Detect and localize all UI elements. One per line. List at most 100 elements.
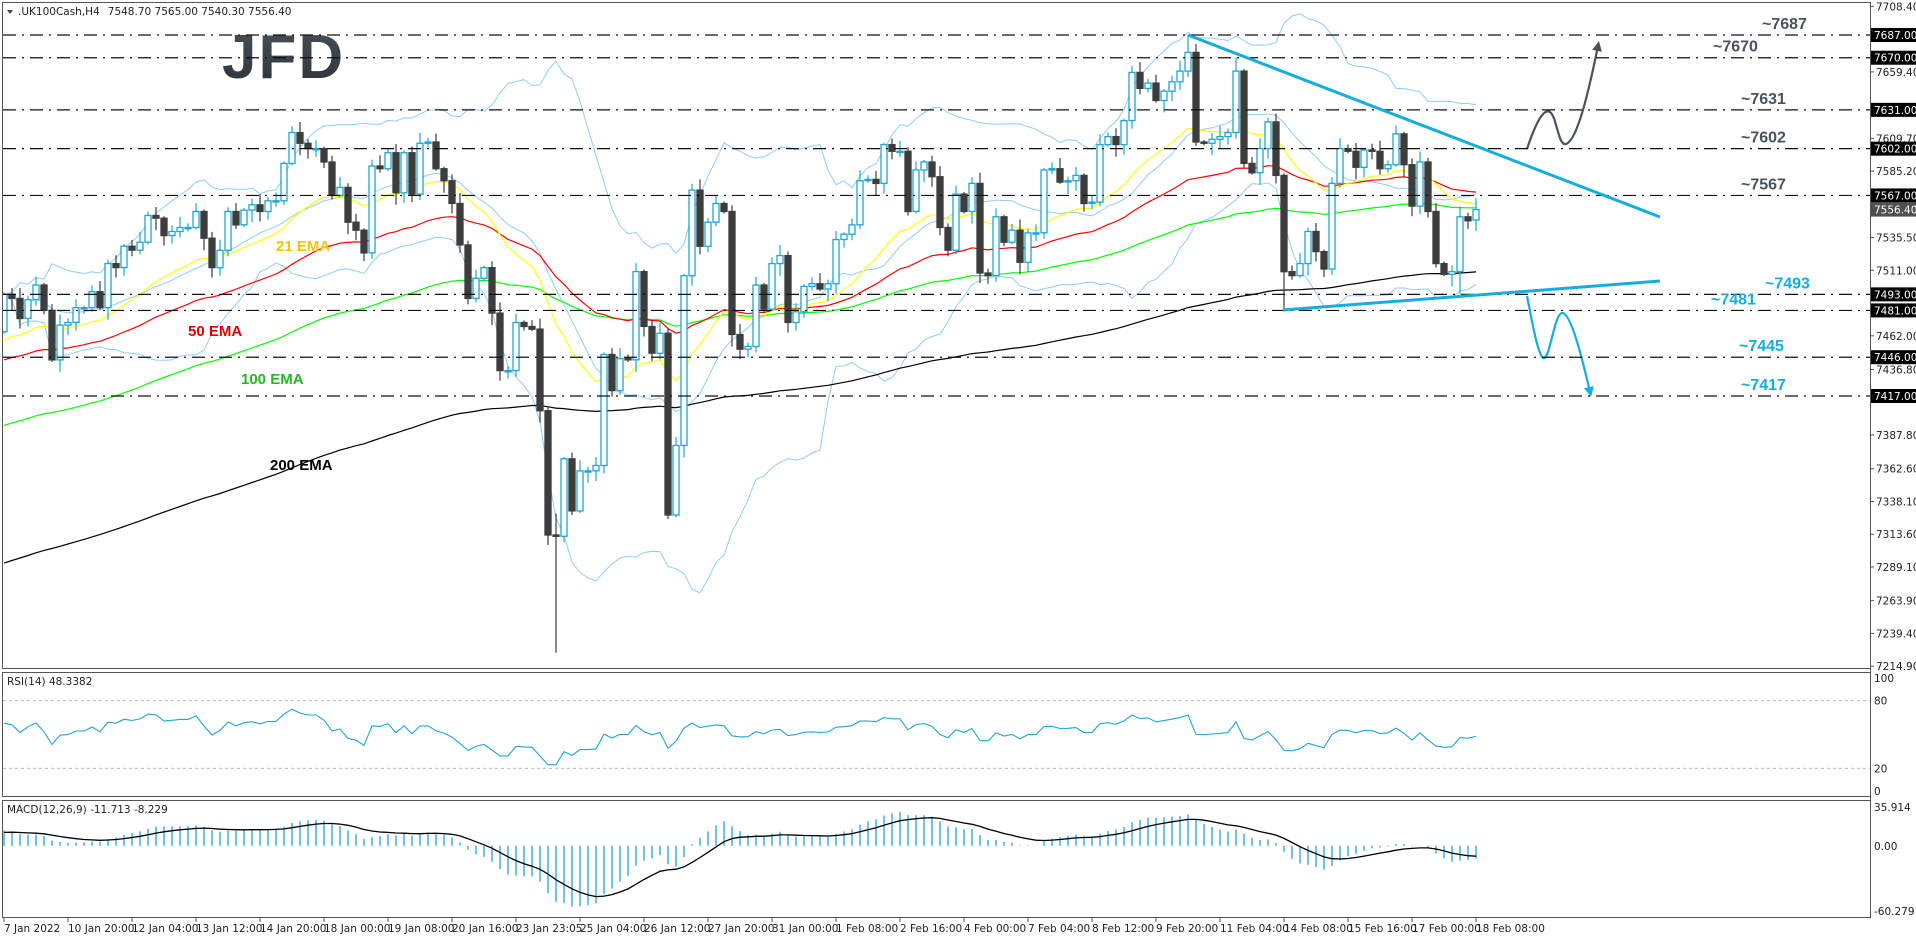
bearish-candle[interactable]: [1440, 261, 1448, 277]
bullish-candle[interactable]: [1184, 35, 1192, 78]
bullish-candle[interactable]: [416, 132, 424, 201]
bullish-candle[interactable]: [616, 348, 624, 395]
bullish-candle[interactable]: [1256, 138, 1264, 185]
bullish-candle[interactable]: [120, 244, 128, 276]
bearish-candle[interactable]: [344, 183, 352, 235]
bearish-candle[interactable]: [1112, 128, 1120, 157]
bullish-candle[interactable]: [808, 277, 816, 291]
bullish-candle[interactable]: [1384, 160, 1392, 173]
bullish-candle[interactable]: [1456, 206, 1464, 295]
bullish-candle[interactable]: [1392, 125, 1400, 167]
bullish-candle[interactable]: [480, 265, 488, 281]
bearish-candle[interactable]: [408, 146, 416, 203]
bullish-candle[interactable]: [72, 299, 80, 331]
bullish-candle[interactable]: [1304, 227, 1312, 276]
bullish-candle[interactable]: [280, 161, 288, 205]
bullish-candle[interactable]: [1040, 168, 1048, 239]
bearish-candle[interactable]: [696, 179, 704, 255]
collapse-triangle-icon[interactable]: [7, 10, 13, 14]
bearish-candle[interactable]: [936, 166, 944, 236]
bullish-candle[interactable]: [752, 276, 760, 353]
macd-panel[interactable]: [2, 800, 1871, 918]
bullish-candle[interactable]: [744, 342, 752, 358]
bullish-candle[interactable]: [192, 203, 200, 230]
bullish-candle[interactable]: [1008, 223, 1016, 245]
bearish-candle[interactable]: [760, 283, 768, 314]
bullish-candle[interactable]: [104, 259, 112, 320]
bearish-candle[interactable]: [1312, 223, 1320, 262]
bullish-candle[interactable]: [1064, 176, 1072, 195]
bullish-candle[interactable]: [704, 218, 712, 253]
bullish-candle[interactable]: [1096, 134, 1104, 207]
bullish-candle[interactable]: [800, 284, 808, 318]
bullish-candle[interactable]: [400, 150, 408, 203]
bearish-candle[interactable]: [528, 320, 536, 332]
bullish-candle[interactable]: [176, 217, 184, 238]
bullish-candle[interactable]: [1104, 132, 1112, 147]
bullish-candle[interactable]: [1472, 198, 1480, 232]
bullish-candle[interactable]: [1032, 224, 1040, 241]
bearish-candle[interactable]: [16, 287, 24, 329]
bearish-candle[interactable]: [904, 147, 912, 216]
bearish-candle[interactable]: [48, 304, 56, 362]
bullish-candle[interactable]: [1208, 133, 1216, 156]
bearish-candle[interactable]: [976, 172, 984, 283]
bearish-candle[interactable]: [376, 155, 384, 173]
bearish-candle[interactable]: [1200, 140, 1208, 146]
bullish-candle[interactable]: [1120, 118, 1128, 155]
bearish-candle[interactable]: [496, 302, 504, 381]
bullish-candle[interactable]: [272, 192, 280, 207]
bearish-candle[interactable]: [1136, 61, 1144, 95]
bullish-candle[interactable]: [632, 263, 640, 372]
bullish-candle[interactable]: [832, 231, 840, 294]
bullish-candle[interactable]: [1128, 66, 1136, 129]
bearish-candle[interactable]: [256, 194, 264, 222]
bearish-candle[interactable]: [784, 251, 792, 333]
bearish-candle[interactable]: [960, 192, 968, 214]
bearish-candle[interactable]: [1344, 144, 1352, 154]
bullish-candle[interactable]: [1336, 138, 1344, 188]
bullish-candle[interactable]: [840, 232, 848, 248]
bullish-candle[interactable]: [1448, 265, 1456, 287]
bullish-candle[interactable]: [688, 183, 696, 286]
bearish-candle[interactable]: [608, 348, 616, 397]
bearish-candle[interactable]: [1280, 173, 1288, 311]
bearish-candle[interactable]: [488, 261, 496, 326]
bullish-candle[interactable]: [792, 303, 800, 331]
bullish-candle[interactable]: [768, 257, 776, 312]
rsi-panel[interactable]: [2, 672, 1871, 797]
bearish-candle[interactable]: [928, 155, 936, 187]
bullish-candle[interactable]: [168, 225, 176, 244]
bearish-candle[interactable]: [624, 354, 632, 362]
bullish-candle[interactable]: [1160, 89, 1168, 113]
bearish-candle[interactable]: [1080, 173, 1088, 212]
bullish-candle[interactable]: [856, 170, 864, 229]
bearish-candle[interactable]: [232, 203, 240, 229]
bullish-candle[interactable]: [1264, 117, 1272, 159]
bearish-candle[interactable]: [1016, 219, 1024, 275]
bullish-candle[interactable]: [848, 218, 856, 241]
bearish-candle[interactable]: [944, 223, 952, 257]
bullish-candle[interactable]: [368, 159, 376, 259]
bullish-candle[interactable]: [264, 196, 272, 220]
bearish-candle[interactable]: [392, 144, 400, 205]
bullish-candle[interactable]: [472, 269, 480, 303]
bullish-candle[interactable]: [32, 276, 40, 306]
bullish-candle[interactable]: [1144, 79, 1152, 93]
bullish-candle[interactable]: [912, 161, 920, 214]
bearish-candle[interactable]: [320, 146, 328, 168]
bearish-candle[interactable]: [816, 273, 824, 291]
bearish-candle[interactable]: [208, 231, 216, 278]
bullish-candle[interactable]: [1088, 195, 1096, 210]
bearish-candle[interactable]: [1240, 69, 1248, 168]
bullish-candle[interactable]: [1176, 60, 1184, 90]
bearish-candle[interactable]: [328, 155, 336, 200]
bullish-candle[interactable]: [248, 198, 256, 223]
bullish-candle[interactable]: [240, 208, 248, 227]
bullish-candle[interactable]: [600, 352, 608, 474]
bullish-candle[interactable]: [1416, 151, 1424, 215]
bullish-candle[interactable]: [1168, 75, 1176, 102]
bearish-candle[interactable]: [568, 452, 576, 516]
bullish-candle[interactable]: [880, 142, 888, 194]
